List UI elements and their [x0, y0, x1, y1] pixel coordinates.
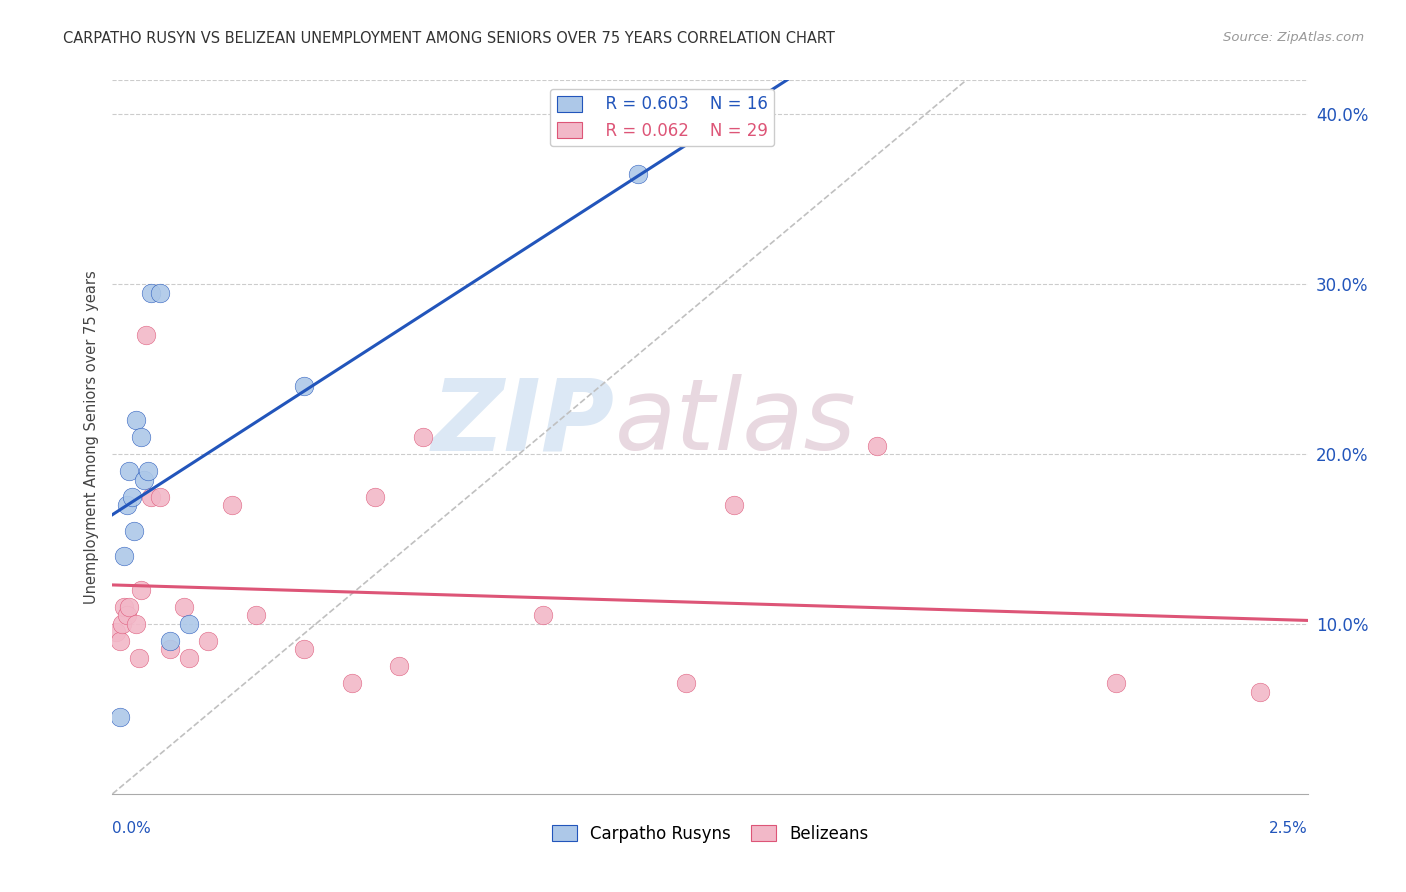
Point	[388, 659, 411, 673]
Point	[364, 490, 387, 504]
Text: ZIP: ZIP	[432, 375, 614, 471]
Point	[177, 651, 200, 665]
Point	[135, 328, 157, 343]
Point	[139, 490, 162, 504]
Text: atlas: atlas	[614, 375, 856, 471]
Point	[177, 617, 200, 632]
Point	[627, 167, 650, 181]
Point	[412, 430, 434, 444]
Point	[159, 642, 181, 657]
Legend: Carpatho Rusyns, Belizeans: Carpatho Rusyns, Belizeans	[546, 819, 875, 850]
Point	[159, 634, 181, 648]
Point	[221, 498, 243, 512]
Point	[340, 676, 363, 690]
Point	[292, 642, 315, 657]
Point	[1105, 676, 1128, 690]
Point	[245, 608, 267, 623]
Point	[108, 710, 131, 724]
Point	[125, 617, 148, 632]
Point	[132, 473, 155, 487]
Point	[675, 676, 697, 690]
Point	[111, 617, 134, 632]
Point	[122, 524, 145, 538]
Point	[118, 464, 141, 478]
Point	[531, 608, 554, 623]
Text: 2.5%: 2.5%	[1268, 822, 1308, 836]
Point	[292, 379, 315, 393]
Point	[128, 651, 150, 665]
Point	[115, 498, 138, 512]
Point	[115, 608, 138, 623]
Point	[149, 490, 172, 504]
Point	[723, 498, 745, 512]
Point	[1249, 685, 1271, 699]
Text: CARPATHO RUSYN VS BELIZEAN UNEMPLOYMENT AMONG SENIORS OVER 75 YEARS CORRELATION : CARPATHO RUSYN VS BELIZEAN UNEMPLOYMENT …	[63, 31, 835, 46]
Point	[125, 413, 148, 427]
Point	[105, 625, 128, 640]
Point	[173, 599, 195, 614]
Point	[138, 464, 160, 478]
Text: Source: ZipAtlas.com: Source: ZipAtlas.com	[1223, 31, 1364, 45]
Point	[118, 599, 141, 614]
Point	[114, 549, 135, 563]
Point	[866, 439, 889, 453]
Point	[197, 634, 219, 648]
Text: 0.0%: 0.0%	[112, 822, 152, 836]
Point	[129, 430, 152, 444]
Point	[139, 285, 162, 300]
Point	[129, 582, 152, 597]
Point	[108, 634, 131, 648]
Point	[149, 285, 172, 300]
Point	[114, 599, 135, 614]
Y-axis label: Unemployment Among Seniors over 75 years: Unemployment Among Seniors over 75 years	[84, 270, 100, 604]
Point	[121, 490, 143, 504]
